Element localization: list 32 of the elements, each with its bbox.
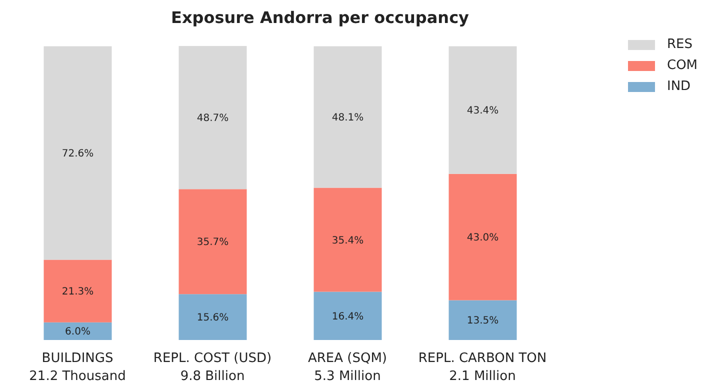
bar <box>44 46 112 260</box>
data-label: 35.4% <box>332 235 364 246</box>
data-label: 6.0% <box>65 326 90 338</box>
bar <box>44 322 112 340</box>
x-tick-label: AREA (SQM) 5.3 Million <box>308 351 388 384</box>
data-label: 13.5% <box>466 316 499 327</box>
bar <box>314 46 382 188</box>
bar <box>448 46 517 174</box>
legend-label: RES <box>667 37 692 52</box>
x-tick-label: REPL. CARBON TON 2.1 Million <box>418 351 547 384</box>
data-label: 72.6% <box>62 148 94 160</box>
data-label: 21.3% <box>62 286 94 298</box>
data-label: 15.6% <box>196 312 229 324</box>
data-label: 16.4% <box>332 311 364 322</box>
legend-label: IND <box>667 79 691 94</box>
data-label: 48.1% <box>332 112 364 124</box>
chart-title: Exposure Andorra per occupancy <box>170 8 470 27</box>
bar <box>314 188 382 292</box>
x-tick-label: BUILDINGS 21.2 Thousand <box>29 351 126 384</box>
x-tick-label: REPL. COST (USD) 9.8 Billion <box>153 351 272 384</box>
data-label: 43.0% <box>466 232 499 244</box>
data-label: 43.4% <box>466 106 499 117</box>
bar <box>178 294 247 340</box>
data-label: 35.7% <box>196 237 229 248</box>
bar <box>448 174 517 300</box>
bar <box>178 46 247 190</box>
bar <box>44 260 112 322</box>
data-label: 48.7% <box>196 113 229 124</box>
bar <box>314 292 382 340</box>
bar <box>178 189 247 294</box>
bar <box>448 300 517 340</box>
legend-label: COM <box>667 58 698 73</box>
